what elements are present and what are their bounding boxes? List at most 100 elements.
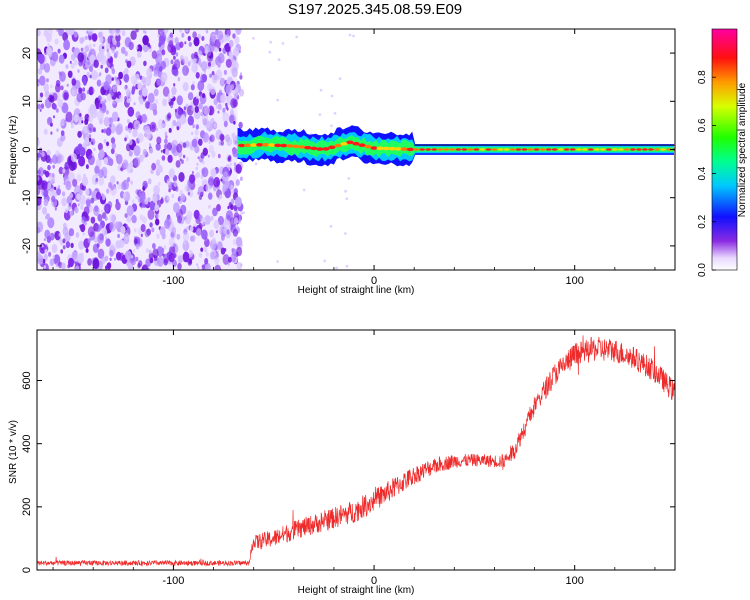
noise-speckle	[156, 136, 162, 145]
noise-speckle	[214, 256, 220, 265]
noise-speckle	[60, 130, 65, 137]
noise-speckle	[191, 106, 194, 111]
noise-speckle	[111, 142, 117, 150]
noise-speckle	[220, 178, 223, 182]
noise-speckle	[140, 233, 143, 238]
noise-speckle	[93, 205, 100, 216]
noise-speckle	[232, 228, 238, 237]
noise-speckle	[218, 197, 221, 201]
noise-speckle	[201, 167, 209, 178]
noise-speckle	[195, 95, 199, 99]
noise-speckle	[61, 102, 69, 114]
noise-speckle	[70, 242, 74, 249]
noise-speckle	[115, 198, 119, 204]
noise-speckle	[98, 176, 105, 186]
noise-speckle	[176, 143, 183, 153]
noise-speckle	[222, 254, 230, 265]
noise-speckle	[50, 233, 54, 238]
noise-speckle	[210, 215, 214, 221]
noise-speckle	[55, 150, 60, 157]
noise-speckle	[209, 73, 213, 78]
noise-speckle	[85, 199, 91, 207]
noise-speckle	[225, 134, 230, 143]
noise-speckle	[323, 259, 327, 263]
noise-speckle	[131, 214, 137, 224]
signal-core-blob	[479, 148, 486, 151]
noise-speckle	[147, 42, 151, 47]
noise-speckle	[177, 197, 181, 202]
noise-speckle	[143, 60, 147, 67]
spectrogram-y-axis: -20 -10 0 10 20	[21, 47, 675, 254]
noise-speckle	[178, 172, 185, 182]
noise-speckle	[217, 153, 221, 159]
noise-speckle	[130, 30, 137, 40]
noise-speckle	[124, 232, 130, 240]
noise-speckle	[71, 78, 77, 86]
noise-speckle	[64, 232, 71, 242]
noise-speckle	[197, 50, 203, 58]
noise-speckle	[173, 180, 178, 188]
colorbar-tick-label: 0.2	[697, 214, 708, 228]
noise-speckle	[158, 55, 162, 62]
noise-speckle	[171, 124, 174, 129]
noise-speckle	[57, 185, 61, 189]
noise-speckle	[128, 150, 133, 157]
noise-speckle	[201, 93, 206, 99]
signal-core-blob	[292, 144, 300, 149]
noise-speckle	[63, 222, 67, 229]
noise-speckle	[163, 29, 169, 34]
noise-speckle	[47, 164, 51, 171]
noise-speckle	[101, 129, 104, 133]
noise-speckle	[84, 136, 90, 145]
noise-speckle	[168, 237, 175, 248]
noise-speckle	[115, 50, 119, 55]
noise-speckle	[92, 243, 99, 253]
signal-core-blob	[581, 148, 588, 151]
noise-speckle	[76, 174, 82, 182]
noise-speckle	[228, 39, 234, 48]
noise-speckle	[200, 61, 208, 72]
noise-speckle	[185, 29, 189, 33]
noise-speckle	[133, 228, 137, 233]
noise-speckle	[94, 165, 100, 174]
noise-speckle	[238, 121, 243, 129]
noise-speckle	[135, 29, 139, 33]
noise-speckle	[157, 165, 163, 173]
noise-speckle	[183, 239, 187, 245]
noise-speckle	[131, 199, 135, 204]
noise-speckle	[222, 182, 229, 192]
noise-speckle	[88, 43, 92, 49]
noise-speckle	[222, 171, 230, 182]
noise-speckle	[179, 41, 184, 48]
noise-speckle	[161, 72, 168, 83]
noise-speckle	[145, 258, 151, 268]
noise-speckle	[79, 37, 84, 44]
noise-speckle	[69, 192, 74, 199]
colorbar-tick-label: 0.0	[697, 263, 708, 277]
noise-speckle	[111, 46, 116, 54]
noise-speckle	[176, 95, 183, 106]
noise-speckle	[79, 224, 82, 229]
noise-speckle	[125, 87, 131, 96]
noise-speckle	[216, 204, 221, 212]
noise-speckle	[98, 100, 106, 112]
noise-speckle	[158, 42, 162, 48]
noise-speckle	[123, 73, 130, 83]
noise-speckle	[181, 32, 185, 38]
noise-speckle	[93, 59, 99, 68]
noise-speckle	[338, 77, 342, 81]
noise-speckle	[254, 162, 258, 166]
noise-speckle	[149, 147, 153, 154]
signal-core-blob	[569, 148, 576, 151]
noise-speckle	[210, 168, 217, 178]
noise-speckle	[56, 128, 59, 132]
noise-speckle	[155, 142, 161, 151]
noise-speckle	[107, 262, 112, 269]
noise-speckle	[105, 110, 109, 115]
noise-speckle	[223, 120, 228, 128]
signal-core-blob	[521, 148, 528, 151]
noise-speckle	[58, 29, 64, 37]
noise-speckle	[79, 147, 86, 157]
noise-speckle	[48, 251, 52, 257]
